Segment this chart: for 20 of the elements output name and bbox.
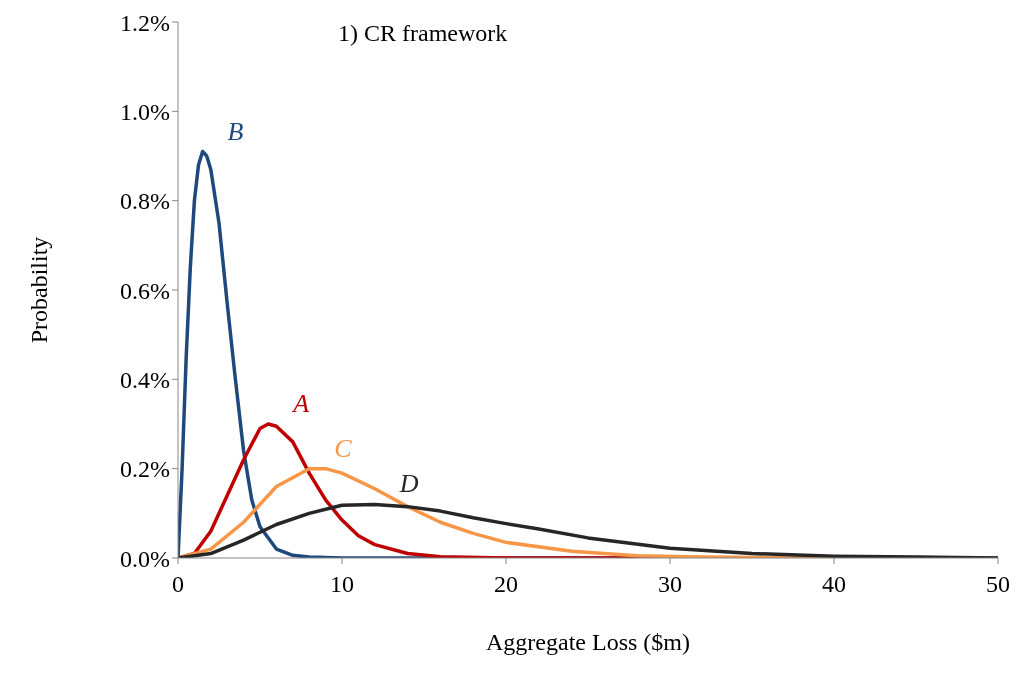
y-tick-label: 0.8% [120, 188, 170, 215]
y-tick-label: 1.2% [120, 9, 170, 36]
x-axis-title: Aggregate Loss ($m) [486, 629, 690, 656]
x-tick-label: 40 [822, 571, 846, 597]
y-tick-label: 0.2% [120, 456, 170, 483]
x-tick-label: 0 [172, 571, 184, 597]
y-tick-label: 1.0% [120, 98, 170, 125]
x-tick-label: 20 [494, 571, 518, 597]
series-label: D [398, 469, 419, 499]
x-tick-label: 50 [986, 571, 1010, 597]
series-label: C [334, 433, 353, 463]
chart-title: 1) CR framework [338, 20, 508, 47]
series-label: B [227, 116, 244, 146]
y-tick-label: 0.4% [120, 366, 170, 393]
y-axis-title: Probability [25, 236, 52, 344]
x-tick-label: 10 [330, 571, 354, 597]
y-tick-label: 0.6% [120, 277, 170, 304]
y-tick-label: 0.0% [120, 545, 170, 572]
series-label: A [291, 389, 310, 418]
x-tick-label: 30 [658, 571, 682, 597]
